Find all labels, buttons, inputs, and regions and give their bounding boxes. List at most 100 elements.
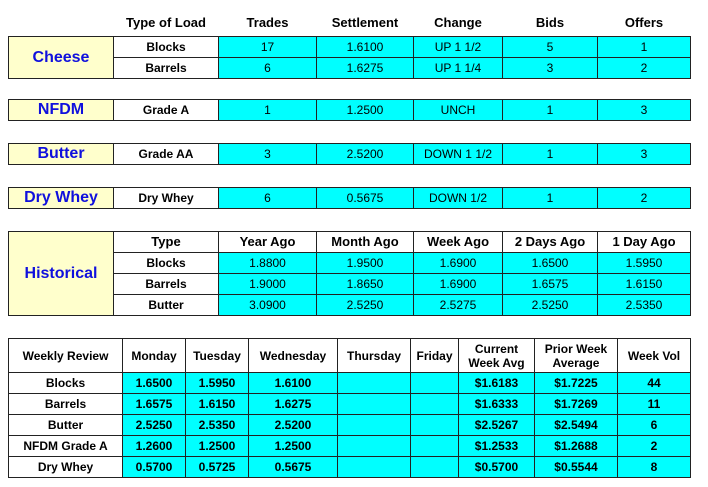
row-label: NFDM Grade A	[8, 435, 123, 457]
cell: 0.5675	[316, 187, 414, 209]
load-type: Blocks	[113, 36, 219, 58]
column-header: Wednesday	[248, 338, 338, 373]
cell: 3	[218, 143, 317, 165]
row-label: Dry Whey	[8, 456, 123, 478]
column-header: 2 Days Ago	[502, 231, 598, 253]
cell	[410, 456, 459, 478]
cell: 1.6100	[316, 36, 414, 58]
row-label: Blocks	[8, 372, 123, 394]
cell: DOWN 1/2	[413, 187, 503, 209]
cell: 17	[218, 36, 317, 58]
cell: 1.5950	[185, 372, 249, 394]
column-header: Current Week Avg	[458, 338, 535, 373]
cell: 1.2500	[248, 435, 338, 457]
cell: 1.6150	[185, 393, 249, 415]
column-header: Year Ago	[218, 231, 317, 253]
cell: 3	[597, 143, 691, 165]
column-header: Month Ago	[316, 231, 414, 253]
column-header: Friday	[410, 338, 459, 373]
column-header: Monday	[122, 338, 186, 373]
column-header: Change	[434, 14, 482, 30]
cell	[337, 435, 411, 457]
row-label: Blocks	[113, 252, 219, 274]
cell: 1.6275	[316, 57, 414, 79]
cell: $1.6333	[458, 393, 535, 415]
load-type: Dry Whey	[113, 187, 219, 209]
column-header: Prior Week Average	[534, 338, 618, 373]
cell: 2	[597, 187, 691, 209]
cell: 2.5250	[122, 414, 186, 436]
cell	[337, 393, 411, 415]
cell: 1.6275	[248, 393, 338, 415]
cell	[410, 372, 459, 394]
cell: 2.5275	[413, 294, 503, 316]
row-label: Barrels	[113, 273, 219, 295]
cell: 2	[597, 57, 691, 79]
cell: 1	[502, 143, 598, 165]
cell: 1.9500	[316, 252, 414, 274]
cell: 1.6575	[502, 273, 598, 295]
cell: 2.5200	[248, 414, 338, 436]
cell: 0.5725	[185, 456, 249, 478]
product-label: Butter	[8, 143, 114, 165]
cell: 0.5675	[248, 456, 338, 478]
cell: 1.2500	[316, 99, 414, 121]
cell	[337, 414, 411, 436]
cell: 1.6900	[413, 252, 503, 274]
cell: 1.6575	[122, 393, 186, 415]
column-header: Thursday	[337, 338, 411, 373]
cell: 2	[617, 435, 691, 457]
column-header: Week Vol	[617, 338, 691, 373]
cell: 5	[502, 36, 598, 58]
cell: 2.5250	[316, 294, 414, 316]
cell: 1	[502, 99, 598, 121]
cell: 1.2500	[185, 435, 249, 457]
cell: 2.5200	[316, 143, 414, 165]
cell: 3	[597, 99, 691, 121]
load-type: Barrels	[113, 57, 219, 79]
cell: 3	[502, 57, 598, 79]
column-header: Weekly Review	[8, 338, 123, 373]
cell: 1	[218, 99, 317, 121]
cell: 1.6150	[597, 273, 691, 295]
column-header: Week Ago	[413, 231, 503, 253]
row-label: Barrels	[8, 393, 123, 415]
cell: 1	[597, 36, 691, 58]
cell: 44	[617, 372, 691, 394]
row-label: Butter	[8, 414, 123, 436]
cell: $1.7269	[534, 393, 618, 415]
cell: 2.5350	[597, 294, 691, 316]
cell	[337, 372, 411, 394]
row-label: Butter	[113, 294, 219, 316]
product-label: Cheese	[8, 36, 114, 79]
cell: 1.9000	[218, 273, 317, 295]
cell: $1.2688	[534, 435, 618, 457]
product-label: Dry Whey	[8, 187, 114, 209]
cell: UNCH	[413, 99, 503, 121]
cell: 8	[617, 456, 691, 478]
cell: UP 1 1/4	[413, 57, 503, 79]
cell: 1.6500	[122, 372, 186, 394]
cell: DOWN 1 1/2	[413, 143, 503, 165]
cell: 11	[617, 393, 691, 415]
cell: 1.6900	[413, 273, 503, 295]
load-type: Grade A	[113, 99, 219, 121]
cell	[337, 456, 411, 478]
column-header: Type	[113, 231, 219, 253]
load-type: Grade AA	[113, 143, 219, 165]
cell: $2.5494	[534, 414, 618, 436]
cell: 1.6100	[248, 372, 338, 394]
cell: 0.5700	[122, 456, 186, 478]
cell: 6	[218, 57, 317, 79]
cell: UP 1 1/2	[413, 36, 503, 58]
column-header: Trades	[246, 14, 289, 30]
column-header: Type of Load	[126, 14, 206, 30]
column-header: Bids	[535, 14, 565, 30]
cell	[410, 414, 459, 436]
cell: 1.8800	[218, 252, 317, 274]
cell: 3.0900	[218, 294, 317, 316]
column-header: Offers	[624, 14, 664, 30]
cell: 2.5350	[185, 414, 249, 436]
column-header: 1 Day Ago	[597, 231, 691, 253]
